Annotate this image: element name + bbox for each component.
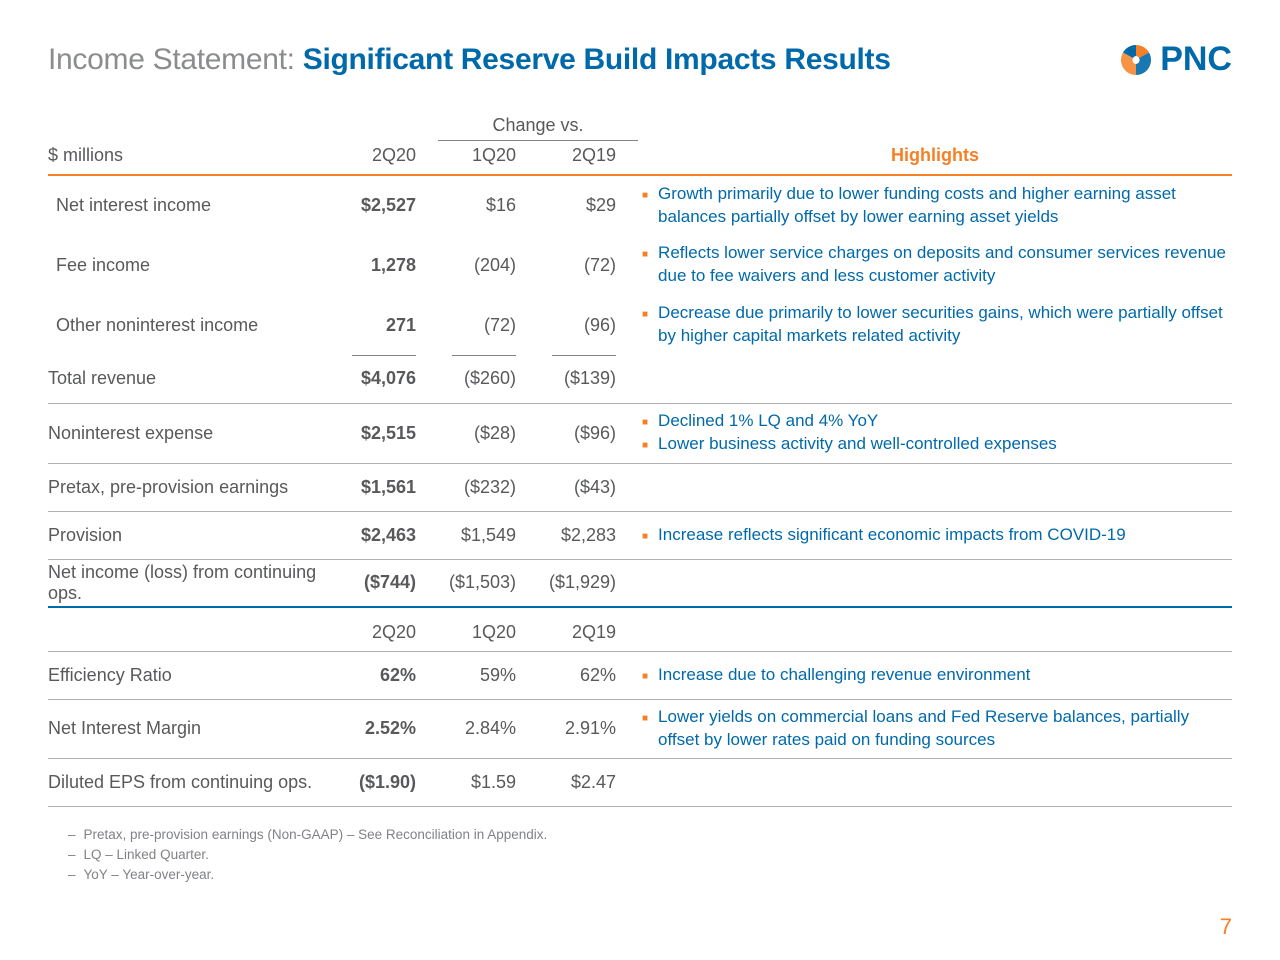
bullet-icon: ■ bbox=[642, 416, 648, 430]
dash-icon: – bbox=[68, 825, 76, 845]
change-vs-label: Change vs. bbox=[438, 115, 638, 141]
col-2q19: 2Q19 bbox=[538, 141, 638, 176]
page-title: Income Statement: Significant Reserve Bu… bbox=[48, 43, 891, 77]
dash-icon: – bbox=[68, 865, 76, 885]
provision-row: Provision $2,463 $1,549 $2,283 ■Increase… bbox=[48, 511, 1232, 559]
eps-row: Diluted EPS from continuing ops. ($1.90)… bbox=[48, 758, 1232, 806]
pretax-row: Pretax, pre-provision earnings $1,561 ($… bbox=[48, 463, 1232, 511]
dash-icon: – bbox=[68, 845, 76, 865]
bullet-icon: ■ bbox=[642, 530, 648, 544]
bullet-icon: ■ bbox=[642, 670, 648, 684]
noninterest-expense-row: Noninterest expense $2,515 ($28) ($96) ■… bbox=[48, 403, 1232, 463]
footnotes: –Pretax, pre-provision earnings (Non-GAA… bbox=[48, 825, 1232, 886]
bullet-icon: ■ bbox=[642, 248, 648, 262]
pnc-logo-icon bbox=[1118, 42, 1154, 78]
table-super-header: Change vs. bbox=[48, 115, 1232, 141]
brand-logo: PNC bbox=[1118, 40, 1232, 79]
title-lead: Income Statement: bbox=[48, 43, 303, 76]
nim-row: Net Interest Margin 2.52% 2.84% 2.91% ■L… bbox=[48, 700, 1232, 759]
net-income-row: Net income (loss) from continuing ops. (… bbox=[48, 559, 1232, 607]
ratios-header-row: 2Q20 1Q20 2Q19 bbox=[48, 607, 1232, 652]
total-revenue-row: Total revenue $4,076 ($260) ($139) bbox=[48, 355, 1232, 403]
bullet-icon: ■ bbox=[642, 439, 648, 453]
brand-name: PNC bbox=[1160, 40, 1232, 79]
bullet-icon: ■ bbox=[642, 712, 648, 726]
income-statement-table: Change vs. $ millions 2Q20 1Q20 2Q19 Hig… bbox=[48, 115, 1232, 807]
col-2q20: 2Q20 bbox=[338, 141, 438, 176]
table-header-row: $ millions 2Q20 1Q20 2Q19 Highlights bbox=[48, 141, 1232, 176]
title-bold: Significant Reserve Build Impacts Result… bbox=[303, 43, 891, 76]
slide-header: Income Statement: Significant Reserve Bu… bbox=[48, 40, 1232, 79]
efficiency-row: Efficiency Ratio 62% 59% 62% ■Increase d… bbox=[48, 652, 1232, 700]
table-row: Net interest income $2,527 $16 $29 ■Grow… bbox=[48, 175, 1232, 235]
col-1q20: 1Q20 bbox=[438, 141, 538, 176]
bullet-icon: ■ bbox=[642, 189, 648, 203]
unit-label: $ millions bbox=[48, 141, 338, 176]
table-row: Other noninterest income 271 (72) (96) ■… bbox=[48, 295, 1232, 355]
col-highlights: Highlights bbox=[638, 141, 1232, 176]
table-row: Fee income 1,278 (204) (72) ■Reflects lo… bbox=[48, 235, 1232, 295]
bullet-icon: ■ bbox=[642, 308, 648, 322]
page-number: 7 bbox=[1220, 914, 1232, 940]
